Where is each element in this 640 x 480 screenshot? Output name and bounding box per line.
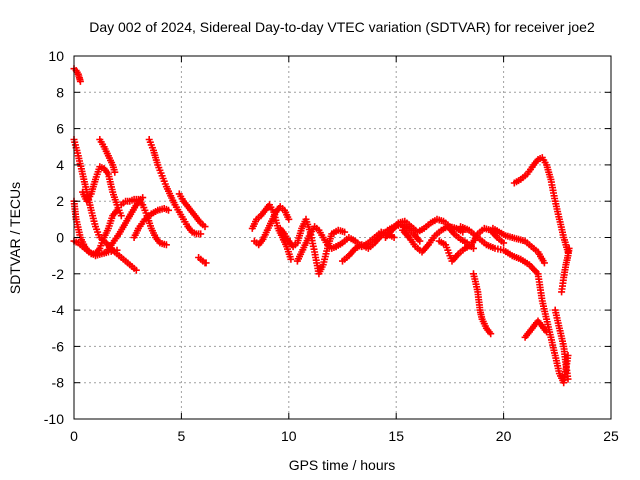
marker-trace <box>435 224 508 265</box>
series-track-21 <box>435 224 508 265</box>
marker-trace <box>96 136 119 176</box>
marker-trace <box>558 244 573 296</box>
x-tick-label: 25 <box>603 428 619 444</box>
x-tick-label: 10 <box>281 428 297 444</box>
series-track-5 <box>79 163 125 220</box>
marker-trace <box>457 223 542 278</box>
y-tick-label: 0 <box>56 230 64 246</box>
y-axis-label: SDTVAR / TECUs <box>7 182 23 294</box>
series-track-14 <box>250 203 293 249</box>
series-track-23 <box>457 223 542 278</box>
axis-ticks: 0 5 10 15 20 25 -10 -8 -6 -4 -2 0 2 4 6 8 10 <box>44 48 619 444</box>
series-track-22 <box>470 270 495 338</box>
y-tick-label: -4 <box>52 302 65 318</box>
marker-trace <box>551 306 572 383</box>
marker-trace <box>399 223 477 256</box>
y-tick-label: -8 <box>52 375 65 391</box>
marker-trace <box>382 215 467 241</box>
series-track-6 <box>96 136 119 176</box>
marker-trace <box>130 205 172 241</box>
x-tick-label: 5 <box>178 428 186 444</box>
y-tick-label: -10 <box>44 411 64 427</box>
x-tick-label: 0 <box>70 428 78 444</box>
marker-trace <box>195 254 210 267</box>
series-track-25 <box>510 154 572 256</box>
series-track-24 <box>489 224 548 267</box>
marker-trace <box>79 163 125 220</box>
marker-trace <box>175 190 209 231</box>
x-axis-label: GPS time / hours <box>289 457 396 473</box>
marker-trace <box>145 136 205 238</box>
chart-title: Day 002 of 2024, Sidereal Day-to-day VTE… <box>89 19 595 35</box>
y-tick-label: 8 <box>56 84 64 100</box>
series-track-11 <box>175 190 209 231</box>
series-track-19 <box>382 215 467 241</box>
x-tick-label: 20 <box>496 428 512 444</box>
y-tick-label: 10 <box>48 48 64 64</box>
y-tick-label: 6 <box>56 121 64 137</box>
marker-trace <box>521 317 551 341</box>
marker-trace <box>250 203 293 249</box>
y-tick-label: -6 <box>52 338 65 354</box>
series-track-9 <box>130 205 172 241</box>
series-track-12 <box>195 254 210 267</box>
x-tick-label: 15 <box>388 428 404 444</box>
y-tick-label: -2 <box>52 266 65 282</box>
series-track-28 <box>551 306 572 383</box>
y-tick-label: 2 <box>56 193 64 209</box>
marker-trace <box>510 154 572 256</box>
series-track-29 <box>558 244 573 296</box>
marker-trace <box>293 223 340 265</box>
data-series <box>70 65 573 387</box>
marker-trace <box>489 224 548 267</box>
series-track-16 <box>293 223 340 265</box>
series-track-1 <box>70 65 84 85</box>
series-track-8 <box>117 195 170 249</box>
series-track-20 <box>399 223 477 256</box>
series-track-10 <box>145 136 205 238</box>
y-tick-label: 4 <box>56 157 64 173</box>
marker-trace <box>70 65 84 85</box>
marker-trace <box>470 270 495 338</box>
marker-trace <box>117 195 170 249</box>
series-track-26 <box>521 317 551 341</box>
